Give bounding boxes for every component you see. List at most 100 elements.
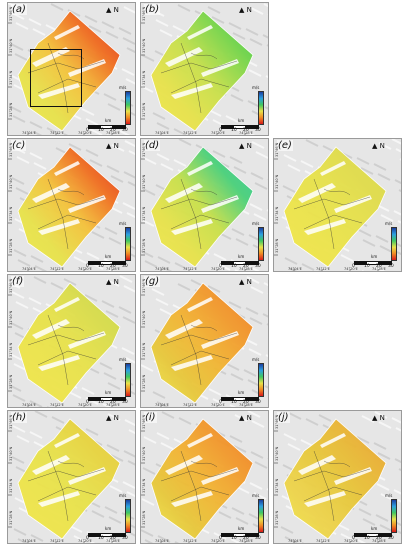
velocity-region: [150, 146, 254, 268]
north-arrow-icon: ▲ N: [239, 278, 252, 286]
latitude-tick-label: 31°28'N: [9, 102, 13, 117]
longitude-tick-label: 74°12'E: [183, 131, 197, 135]
scale-bar: 0 10 20 30 km: [86, 254, 132, 271]
panel-label: (b): [144, 4, 161, 15]
scale-bar-unit: km: [371, 526, 378, 531]
velocity-region: [150, 418, 254, 540]
north-arrow-icon: ▲ N: [372, 142, 385, 150]
colorbar: [125, 227, 131, 261]
map-panel-a: (a) ▲ N 31°46'N 31°40'N 31°34'N 31°28'N 74°04'…: [7, 2, 136, 136]
longitude-tick-label: 74°04'E: [22, 131, 36, 135]
latitude-tick-label: 31°46'N: [9, 278, 13, 293]
longitude-tick-label: 74°28'E: [372, 267, 386, 271]
scale-bar-unit: km: [105, 526, 112, 531]
map-panel-c: (c) ▲ N 31°46'N 31°40'N 31°34'N 31°28'N 74°04'…: [7, 138, 136, 272]
colorbar: [258, 499, 264, 533]
scale-bar-label: 20: [110, 264, 116, 269]
scale-bar-label: 0: [352, 536, 355, 541]
longitude-tick-label: 74°12'E: [50, 267, 64, 271]
latitude-tick-label: 31°46'N: [9, 6, 13, 21]
colorbar: [258, 227, 264, 261]
map-canvas: [141, 275, 268, 407]
latitude-tick-label: 31°46'N: [142, 414, 146, 429]
colorbar: [258, 363, 264, 397]
scale-bar-unit: km: [105, 254, 112, 259]
panel-label: (i): [144, 412, 157, 423]
velocity-region: [17, 418, 121, 540]
scale-bar-label: 30: [255, 264, 261, 269]
scale-bar-label: 30: [122, 128, 128, 133]
map-canvas: [8, 275, 135, 407]
longitude-tick-label: 74°20'E: [211, 403, 225, 407]
longitude-tick-label: 74°28'E: [106, 267, 120, 271]
scale-bar-label: 0: [86, 400, 89, 405]
longitude-tick-label: 74°28'E: [106, 403, 120, 407]
latitude-tick-label: 31°46'N: [275, 142, 279, 157]
latitude-tick-label: 31°46'N: [9, 142, 13, 157]
scale-bar-unit: km: [238, 526, 245, 531]
scale-bar-unit: km: [371, 254, 378, 259]
scale-bar-label: 20: [243, 400, 249, 405]
colorbar-unit: m/s: [119, 493, 127, 498]
scale-bar-unit: km: [238, 254, 245, 259]
map-panel-g: (g) ▲ N 31°46'N 31°40'N 31°34'N 31°28'N 74°04'…: [140, 274, 269, 408]
velocity-region: [17, 10, 121, 132]
velocity-region: [283, 146, 387, 268]
scale-bar-unit: km: [238, 118, 245, 123]
latitude-tick-label: 31°46'N: [142, 6, 146, 21]
longitude-tick-label: 74°28'E: [239, 267, 253, 271]
longitude-tick-label: 74°04'E: [288, 267, 302, 271]
panel-label: (e): [277, 140, 293, 151]
scale-bar-label: 20: [243, 128, 249, 133]
longitude-tick-label: 74°04'E: [155, 403, 169, 407]
zoom-region-box: [30, 49, 82, 107]
colorbar-unit: m/s: [119, 221, 127, 226]
colorbar: [391, 227, 397, 261]
longitude-tick-label: 74°12'E: [183, 539, 197, 543]
latitude-tick-label: 31°34'N: [142, 478, 146, 493]
map-canvas: [274, 139, 401, 271]
longitude-tick-label: 74°04'E: [22, 267, 36, 271]
longitude-tick-label: 74°04'E: [155, 267, 169, 271]
latitude-tick-label: 31°40'N: [142, 310, 146, 325]
longitude-tick-label: 74°20'E: [78, 539, 92, 543]
scale-bar-label: 20: [243, 264, 249, 269]
scale-bar-unit: km: [238, 390, 245, 395]
longitude-tick-label: 74°20'E: [78, 267, 92, 271]
scale-bar-label: 10: [98, 536, 104, 541]
latitude-tick-label: 31°46'N: [9, 414, 13, 429]
latitude-tick-label: 31°46'N: [275, 414, 279, 429]
scale-bar-label: 10: [231, 400, 237, 405]
scale-bar: 0 10 20 30 km: [352, 526, 398, 543]
scale-bar-label: 30: [388, 536, 394, 541]
north-arrow-icon: ▲ N: [372, 414, 385, 422]
colorbar-unit: m/s: [385, 493, 393, 498]
scale-bar-label: 20: [110, 536, 116, 541]
scale-bar: 0 10 20 30 km: [219, 390, 265, 407]
scale-bar-label: 30: [122, 400, 128, 405]
latitude-tick-label: 31°28'N: [275, 238, 279, 253]
scale-bar-label: 10: [364, 264, 370, 269]
longitude-tick-label: 74°12'E: [50, 131, 64, 135]
scale-bar-unit: km: [105, 390, 112, 395]
scale-bar-label: 30: [122, 264, 128, 269]
velocity-region: [283, 418, 387, 540]
scale-bar-label: 30: [255, 128, 261, 133]
longitude-tick-label: 74°12'E: [183, 267, 197, 271]
scale-bar-label: 0: [219, 536, 222, 541]
panel-label: (c): [11, 140, 27, 151]
longitude-tick-label: 74°12'E: [50, 403, 64, 407]
latitude-tick-label: 31°28'N: [9, 510, 13, 525]
velocity-region: [17, 282, 121, 404]
latitude-tick-label: 31°34'N: [142, 342, 146, 357]
panel-label: (a): [11, 4, 27, 15]
scale-bar-label: 0: [219, 128, 222, 133]
latitude-tick-label: 31°40'N: [275, 174, 279, 189]
map-canvas: [141, 411, 268, 543]
longitude-tick-label: 74°20'E: [211, 267, 225, 271]
scale-bar-label: 10: [98, 264, 104, 269]
colorbar-unit: m/s: [252, 221, 260, 226]
latitude-tick-label: 31°40'N: [9, 310, 13, 325]
scale-bar-label: 0: [352, 264, 355, 269]
longitude-tick-label: 74°28'E: [372, 539, 386, 543]
